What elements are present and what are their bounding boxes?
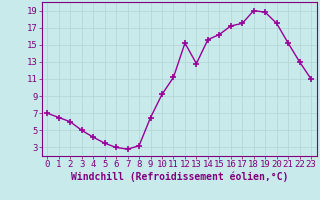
- X-axis label: Windchill (Refroidissement éolien,°C): Windchill (Refroidissement éolien,°C): [70, 172, 288, 182]
